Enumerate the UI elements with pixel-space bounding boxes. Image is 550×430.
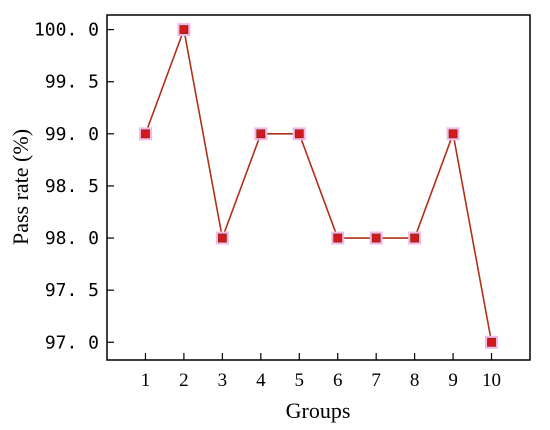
x-tick-label: 2 (179, 370, 189, 391)
x-tick-label: 1 (141, 370, 151, 391)
y-tick-label: 100. 0 (34, 20, 99, 41)
data-point-marker (333, 233, 343, 243)
series-layer (138, 23, 499, 349)
x-tick-label: 6 (333, 370, 343, 391)
data-point-marker (179, 25, 189, 34)
data-point-marker (410, 233, 420, 243)
data-point-marker (256, 129, 266, 139)
data-point-marker (448, 129, 458, 139)
series-line (144, 26, 493, 343)
x-tick-label: 10 (482, 370, 501, 391)
data-point-marker (294, 129, 304, 139)
x-tick-label: 3 (218, 370, 228, 391)
x-tick-label: 8 (410, 370, 420, 391)
x-axis-ticks: 1 2 3 4 5 6 7 8 9 10 (141, 353, 501, 391)
plot-frame (106, 14, 531, 361)
y-axis-label: Pass rate (%) (8, 129, 33, 245)
y-tick-label: 98. 0 (45, 228, 99, 249)
y-tick-label: 98. 5 (45, 176, 99, 197)
y-axis-ticks: 97. 0 97. 5 98. 0 98. 5 99. 0 99. 5 100. 0 (34, 20, 114, 353)
x-tick-label: 4 (256, 370, 266, 391)
y-tick-label: 97. 5 (45, 280, 99, 301)
x-tick-label: 7 (371, 370, 381, 391)
data-point-marker (371, 233, 381, 243)
x-tick-label: 5 (295, 370, 305, 391)
data-point-marker (141, 129, 150, 139)
y-tick-label: 97. 0 (45, 332, 99, 353)
data-point-marker (487, 337, 496, 347)
y-tick-label: 99. 0 (45, 124, 99, 145)
y-tick-label: 99. 5 (45, 72, 99, 93)
x-tick-label: 9 (448, 370, 458, 391)
data-point-marker (217, 233, 227, 243)
x-axis-label: Groups (286, 398, 351, 423)
